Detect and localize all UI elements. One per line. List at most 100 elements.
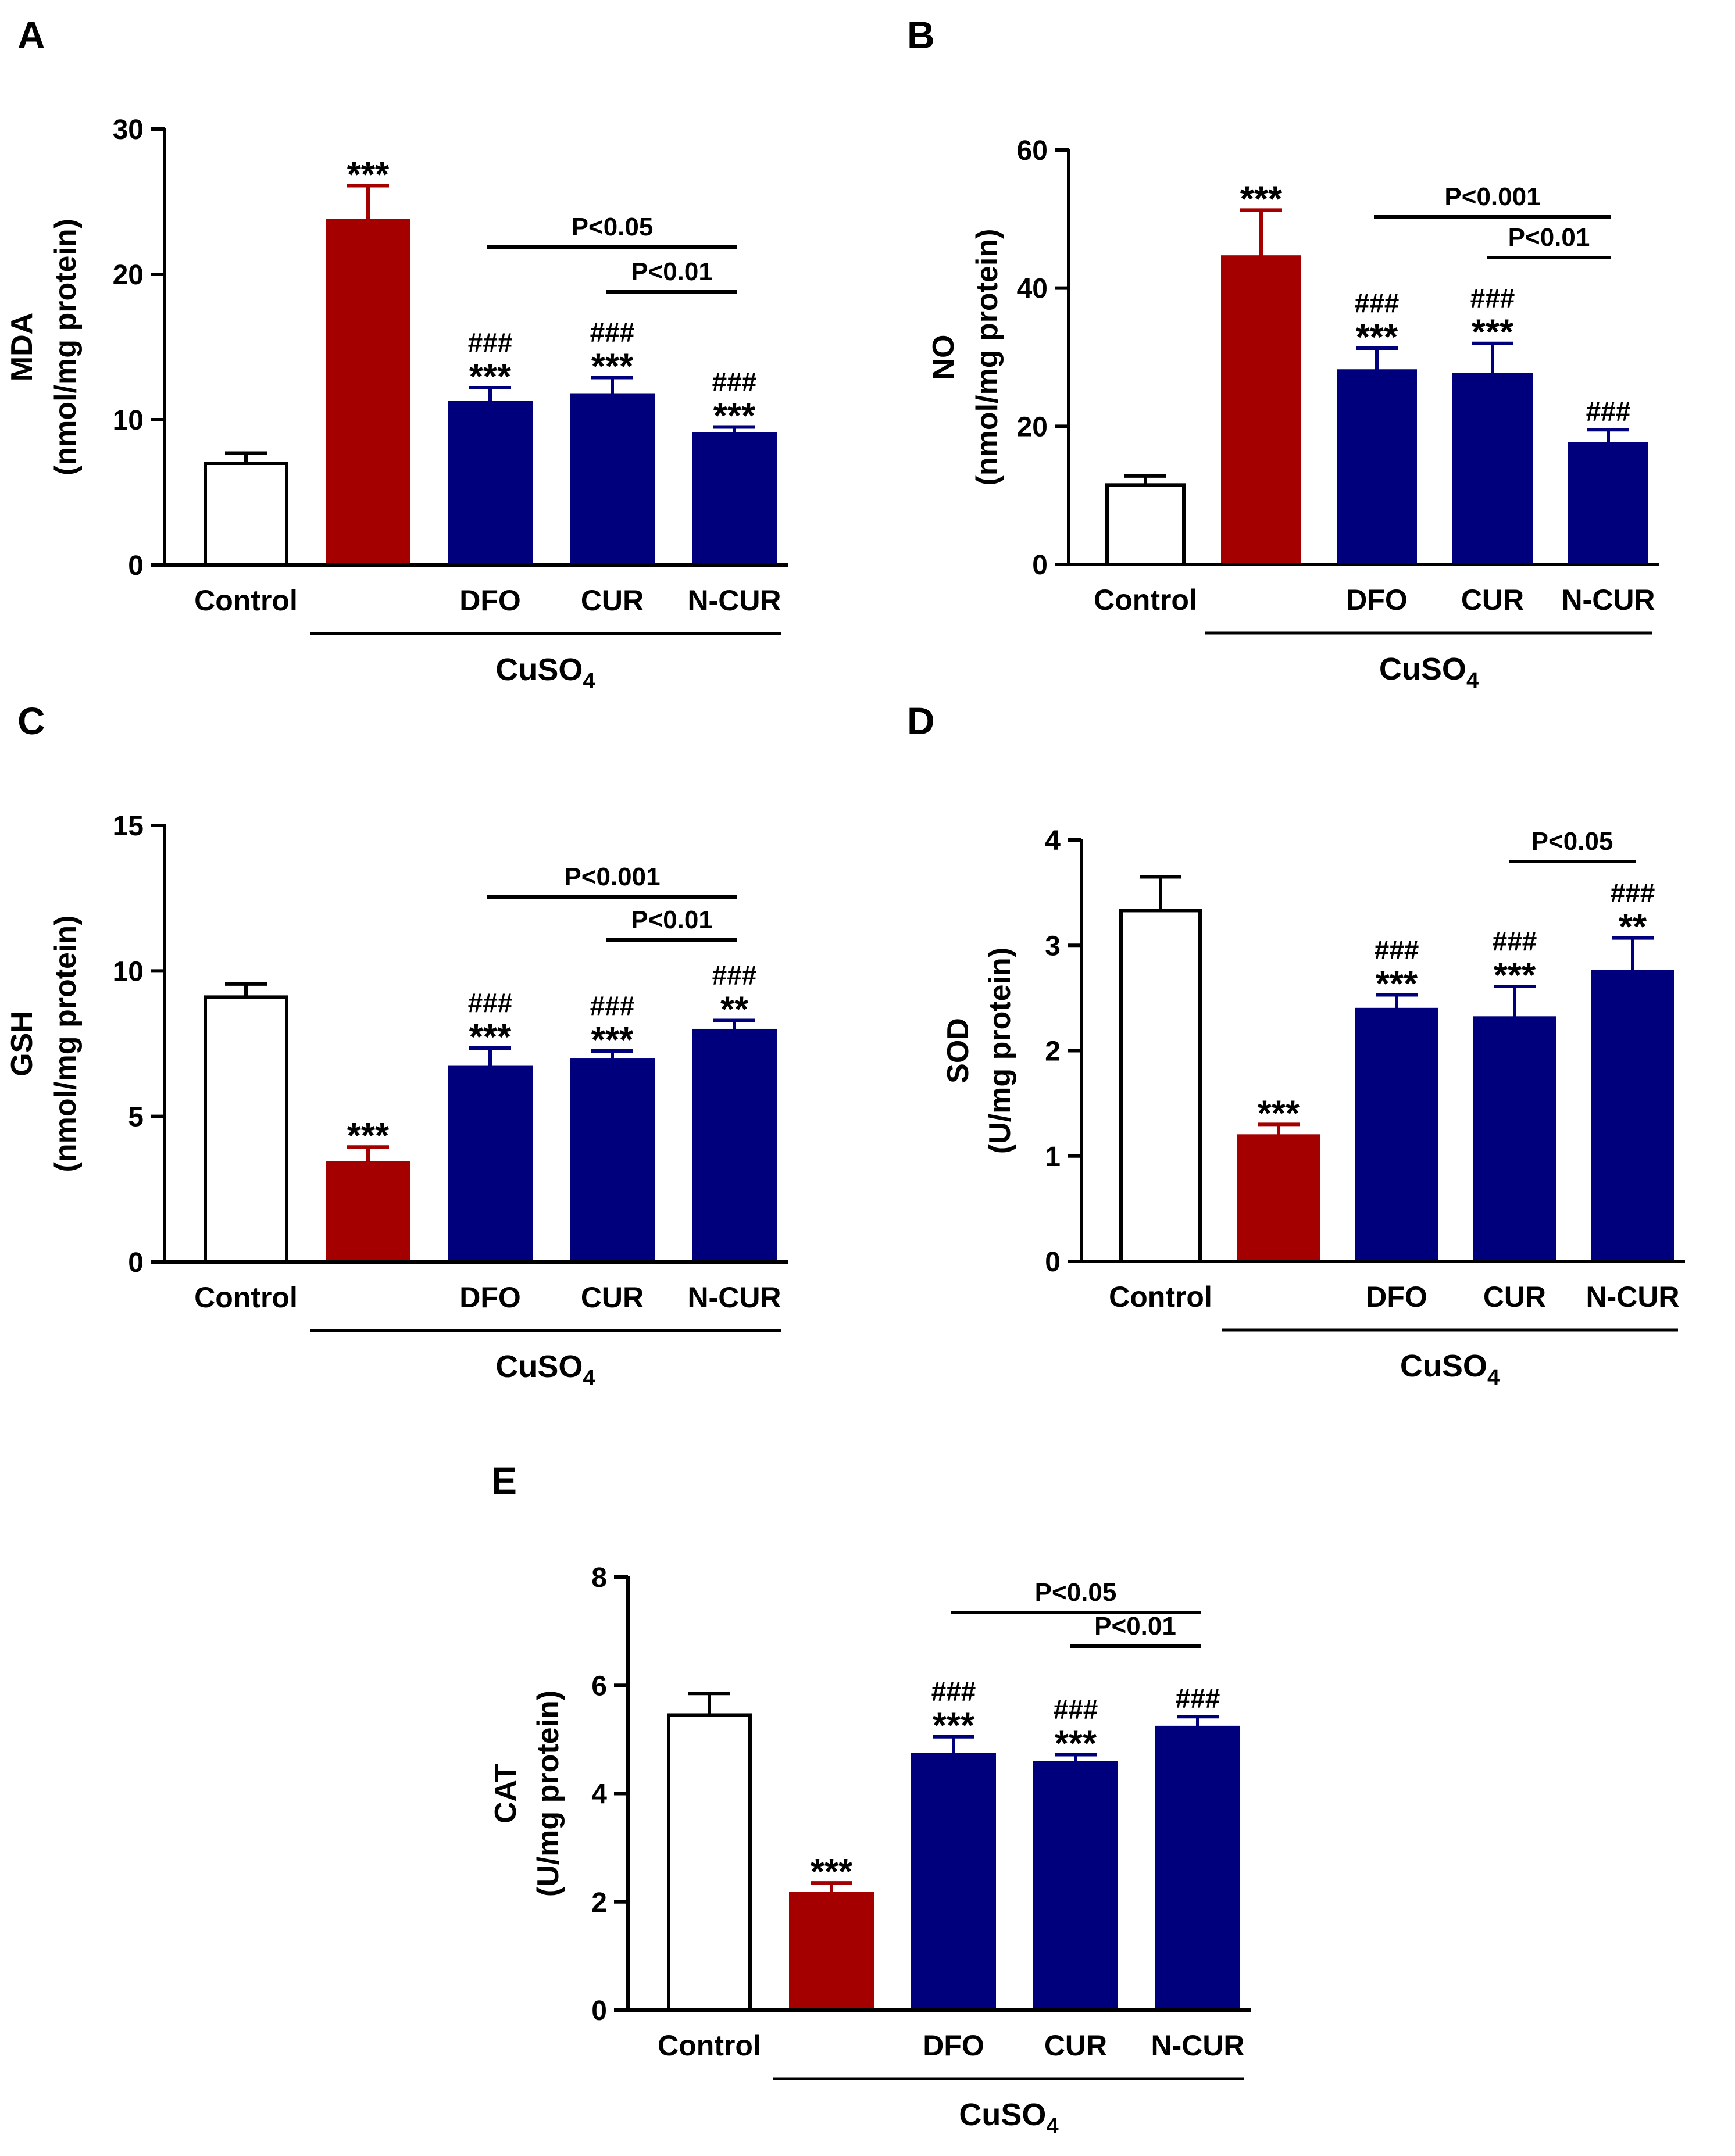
panel-c-category-label-2: DFO — [459, 1281, 521, 1314]
panel-d-annotation-3-0: ### — [1493, 926, 1537, 956]
panel-a-annotation-2-0: ### — [468, 327, 513, 357]
panel-d-category-label-4: N-CUR — [1586, 1281, 1679, 1313]
panel-c-bracket-label-1: P<0.01 — [631, 906, 713, 934]
panel-b-bar-3 — [1452, 373, 1533, 566]
panel-d-annotation-2-1: *** — [1376, 964, 1418, 1004]
panel-a-bracket-label-1: P<0.01 — [631, 258, 713, 286]
panel-a-bar-2 — [448, 401, 533, 567]
panel-c-annotation-4-1: ** — [720, 989, 749, 1029]
panel-d-annotation-2-0: ### — [1375, 934, 1419, 964]
panel-c-bar-1 — [326, 1161, 410, 1264]
panel-e-annotation-4-0: ### — [1176, 1683, 1220, 1713]
panel-d-bar-3 — [1473, 1016, 1556, 1263]
panel-e-bar-2 — [911, 1753, 996, 2012]
panel-c-annotation-4-0: ### — [712, 960, 757, 990]
panel-a-letter: A — [17, 13, 45, 56]
panel-a-group-label: CuSO4 — [495, 652, 595, 693]
panel-c-group-label-subscript: 4 — [583, 1366, 595, 1390]
panel-a-bar-0 — [204, 462, 288, 567]
panel-a-ytick-label-0: 0 — [128, 550, 144, 581]
panel-a-ytick-label-2: 20 — [113, 260, 144, 291]
panel-e-letter: E — [491, 1459, 517, 1502]
panel-e-annotation-3-1: *** — [1055, 1724, 1097, 1764]
panel-d-annotation-1-0: *** — [1258, 1093, 1300, 1134]
panel-a-ytick-label-3: 30 — [113, 115, 144, 145]
panel-d-bracket-label-0: P<0.05 — [1531, 827, 1613, 856]
panel-d-bar-4 — [1591, 970, 1674, 1263]
panel-b-annotation-4-0: ### — [1586, 396, 1631, 426]
panel-b-bar-2 — [1337, 369, 1417, 566]
panel-c-letter: C — [17, 699, 45, 742]
panel-e-ytick-label-0: 0 — [591, 1996, 607, 2026]
panel-c-bar-0 — [204, 995, 288, 1264]
panel-d-ytick-label-2: 2 — [1045, 1036, 1061, 1067]
panel-b-category-label-0: Control — [1094, 584, 1197, 616]
panel-c-annotation-2-1: *** — [469, 1017, 512, 1057]
panel-b-ylabel-unit: (nmol/mg protein) — [970, 229, 1004, 486]
panel-e-ylabel: CAT — [489, 1764, 523, 1824]
panel-e-annotation-2-1: *** — [933, 1706, 975, 1746]
panel-e-annotation-1-0: *** — [811, 1852, 853, 1892]
panel-c-annotation-3-1: *** — [591, 1020, 634, 1060]
panel-e-bracket-label-0: P<0.05 — [1035, 1578, 1117, 1607]
panel-b-category-label-2: DFO — [1346, 584, 1408, 616]
panel-c-annotation-3-0: ### — [590, 991, 635, 1021]
panel-d-annotation-4-1: ** — [1619, 907, 1647, 948]
panel-e-category-label-2: DFO — [923, 2029, 984, 2062]
panel-a-bracket-label-0: P<0.05 — [572, 213, 654, 241]
panel-e-ylabel-unit: (U/mg protein) — [531, 1690, 565, 1897]
panel-e-annotation-2-0: ### — [931, 1676, 976, 1707]
panel-c-ytick-label-1: 5 — [128, 1102, 144, 1133]
panel-b-letter: B — [907, 13, 935, 56]
panel-d-group-label-subscript: 4 — [1487, 1365, 1500, 1390]
panel-c-category-label-0: Control — [194, 1281, 298, 1314]
panel-b-annotation-2-0: ### — [1355, 288, 1400, 318]
panel-c-bar-3 — [570, 1058, 655, 1264]
panel-d-category-label-2: DFO — [1366, 1281, 1427, 1313]
panel-c-bracket-label-0: P<0.001 — [564, 863, 660, 891]
panel-c-category-label-3: CUR — [581, 1281, 644, 1314]
panel-e-ytick-label-2: 4 — [591, 1779, 607, 1810]
panel-e-group-label-subscript: 4 — [1046, 2114, 1058, 2139]
panel-e-group-label: CuSO4 — [959, 2097, 1058, 2139]
panel-b-annotation-2-1: *** — [1356, 317, 1398, 357]
panel-b-bracket-label-0: P<0.001 — [1444, 183, 1540, 211]
panel-b-bar-0 — [1105, 483, 1186, 567]
panel-b-ylabel: NO — [927, 335, 961, 380]
panel-b-category-label-3: CUR — [1461, 584, 1524, 616]
panel-a-category-label-3: CUR — [581, 584, 644, 617]
panel-a-annotation-4-1: *** — [713, 396, 756, 437]
panel-d-annotation-4-0: ### — [1611, 878, 1655, 908]
panel-a-bar-4 — [692, 432, 777, 567]
panel-d-letter: D — [907, 699, 935, 742]
panel-a-category-label-2: DFO — [459, 584, 521, 617]
panel-a-annotation-2-1: *** — [469, 357, 512, 397]
panel-a-annotation-3-0: ### — [590, 317, 635, 348]
panel-a-category-label-0: Control — [194, 584, 298, 617]
panel-c-category-label-4: N-CUR — [687, 1281, 781, 1314]
panel-c-ytick-label-3: 15 — [113, 811, 144, 842]
panel-a-ytick-label-1: 10 — [113, 405, 144, 436]
panel-d-ytick-label-3: 3 — [1045, 931, 1061, 961]
panel-d-annotation-3-1: *** — [1494, 956, 1536, 996]
panel-d-group-label: CuSO4 — [1400, 1349, 1500, 1390]
panel-b-group-label: CuSO4 — [1379, 652, 1479, 693]
panel-b-annotation-1-0: *** — [1240, 179, 1283, 219]
panel-a-category-label-4: N-CUR — [687, 584, 781, 617]
panel-b-annotation-3-0: ### — [1470, 283, 1515, 313]
panel-d-category-label-0: Control — [1109, 1281, 1212, 1313]
panel-c-annotation-2-0: ### — [468, 988, 513, 1018]
panel-e-annotation-3-0: ### — [1054, 1694, 1098, 1724]
panel-b-category-label-4: N-CUR — [1561, 584, 1655, 616]
panel-c-ylabel-unit: (nmol/mg protein) — [49, 916, 83, 1172]
